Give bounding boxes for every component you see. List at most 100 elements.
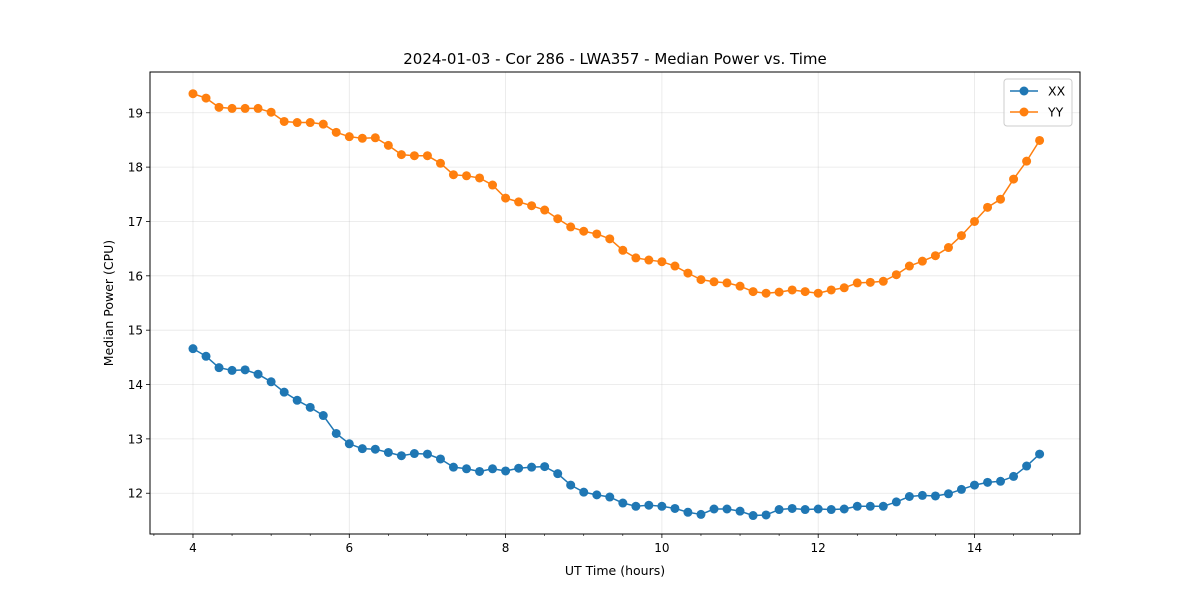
series-yy — [188, 89, 1045, 298]
data-point-yy — [344, 132, 354, 142]
data-point-yy — [370, 133, 380, 143]
data-point-yy — [448, 170, 458, 180]
y-tick-label: 14 — [128, 378, 143, 392]
legend-label-xx: XX — [1048, 84, 1066, 99]
data-point-xx — [1035, 449, 1045, 459]
data-point-yy — [943, 243, 953, 253]
y-tick-label: 17 — [128, 215, 143, 229]
data-point-yy — [540, 205, 550, 215]
data-point-xx — [891, 497, 901, 507]
data-point-yy — [422, 151, 432, 161]
data-point-xx — [1022, 461, 1032, 471]
data-point-xx — [631, 501, 641, 511]
data-point-yy — [774, 287, 784, 297]
data-point-xx — [214, 363, 224, 373]
data-point-xx — [514, 463, 524, 473]
data-point-xx — [930, 491, 940, 501]
data-point-yy — [748, 287, 758, 297]
data-point-xx — [683, 507, 693, 517]
data-point-xx — [292, 395, 302, 405]
data-point-yy — [670, 261, 680, 271]
data-point-xx — [605, 492, 615, 502]
data-point-yy — [514, 197, 524, 207]
legend: XX YY — [1003, 78, 1073, 127]
data-point-yy — [201, 93, 211, 103]
data-point-yy — [644, 255, 654, 265]
data-point-yy — [709, 277, 719, 287]
data-point-yy — [722, 278, 732, 288]
y-axis-label: Median Power (CPU) — [101, 240, 116, 366]
data-point-yy — [435, 158, 445, 168]
data-point-yy — [227, 103, 237, 113]
data-point-xx — [774, 505, 784, 515]
data-point-xx — [253, 369, 263, 379]
x-tick-label: 6 — [345, 541, 353, 555]
data-point-yy — [696, 275, 706, 285]
data-point-xx — [579, 487, 589, 497]
data-point-xx — [201, 351, 211, 361]
data-point-yy — [839, 283, 849, 293]
data-point-yy — [592, 229, 602, 239]
data-point-yy — [1022, 156, 1032, 166]
data-point-xx — [396, 451, 406, 461]
data-point-xx — [318, 411, 328, 421]
data-point-yy — [214, 102, 224, 112]
data-point-xx — [553, 469, 563, 479]
data-point-xx — [644, 500, 654, 510]
data-point-yy — [917, 256, 927, 266]
legend-marker-yy — [1019, 107, 1029, 117]
data-point-xx — [331, 428, 341, 438]
data-point-xx — [435, 454, 445, 464]
x-axis-label: UT Time (hours) — [565, 563, 665, 578]
data-point-yy — [800, 287, 810, 297]
data-point-yy — [956, 231, 966, 241]
data-point-xx — [357, 444, 367, 454]
data-point-xx — [462, 464, 472, 474]
data-point-yy — [501, 193, 511, 203]
x-tick-label: 8 — [502, 541, 510, 555]
y-tick-label: 15 — [128, 324, 143, 338]
data-point-xx — [422, 449, 432, 459]
x-tick-label: 12 — [811, 541, 826, 555]
data-point-xx — [839, 504, 849, 514]
data-point-xx — [709, 504, 719, 514]
data-point-yy — [383, 140, 393, 150]
data-point-yy — [813, 288, 823, 298]
data-point-xx — [800, 505, 810, 515]
data-point-xx — [266, 377, 276, 387]
data-point-yy — [305, 118, 315, 128]
data-point-yy — [488, 180, 498, 190]
data-point-yy — [865, 277, 875, 287]
data-point-yy — [852, 278, 862, 288]
data-point-yy — [462, 171, 472, 181]
data-point-xx — [657, 501, 667, 511]
tick-layer: 4 6 8 10 12 14 12 13 14 15 16 17 18 19 — [128, 106, 1053, 555]
data-point-xx — [409, 449, 419, 459]
data-point-yy — [930, 251, 940, 261]
data-point-xx — [865, 501, 875, 511]
data-point-yy — [683, 268, 693, 278]
legend-label-yy: YY — [1047, 105, 1064, 120]
data-point-yy — [761, 288, 771, 298]
data-point-yy — [240, 103, 250, 113]
data-point-yy — [279, 116, 289, 126]
data-point-yy — [996, 194, 1006, 204]
data-point-yy — [657, 257, 667, 267]
data-point-xx — [722, 504, 732, 514]
data-point-yy — [318, 119, 328, 129]
data-point-yy — [735, 281, 745, 291]
data-point-xx — [383, 447, 393, 457]
data-point-xx — [787, 503, 797, 513]
data-point-xx — [970, 480, 979, 490]
data-point-xx — [279, 387, 289, 397]
data-point-yy — [878, 276, 888, 286]
data-point-xx — [956, 484, 966, 494]
data-point-yy — [1035, 135, 1045, 145]
data-point-xx — [761, 510, 771, 520]
data-point-xx — [696, 509, 706, 519]
data-point-xx — [748, 511, 758, 521]
data-point-xx — [878, 501, 888, 511]
data-point-yy — [475, 173, 485, 183]
